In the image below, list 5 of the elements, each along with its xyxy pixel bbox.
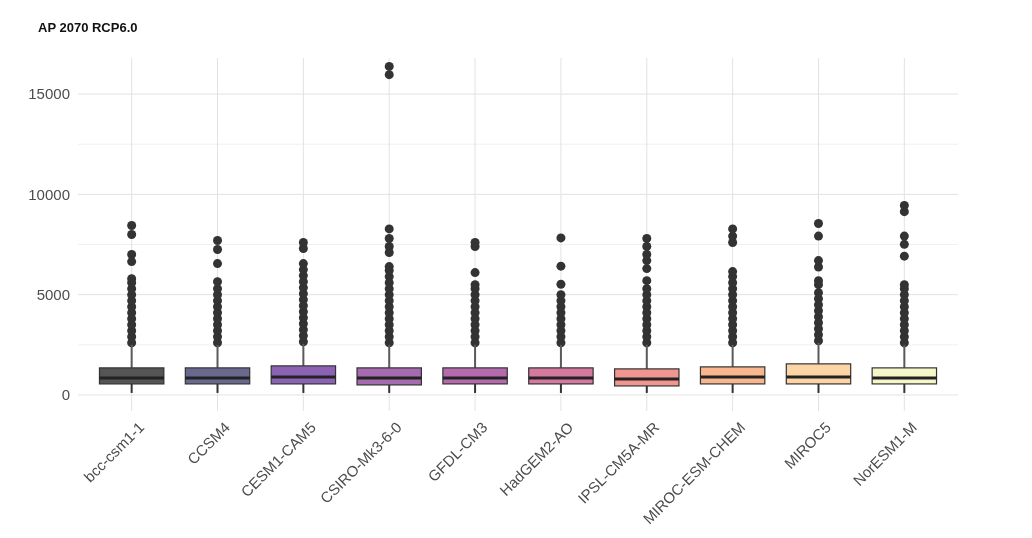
y-tick-label: 0 bbox=[61, 386, 70, 404]
y-tick-label: 10000 bbox=[28, 185, 70, 203]
y-tick-label: 15000 bbox=[28, 85, 70, 103]
y-tick-label: 5000 bbox=[36, 285, 70, 303]
chart-title: AP 2070 RCP6.0 bbox=[38, 20, 138, 35]
